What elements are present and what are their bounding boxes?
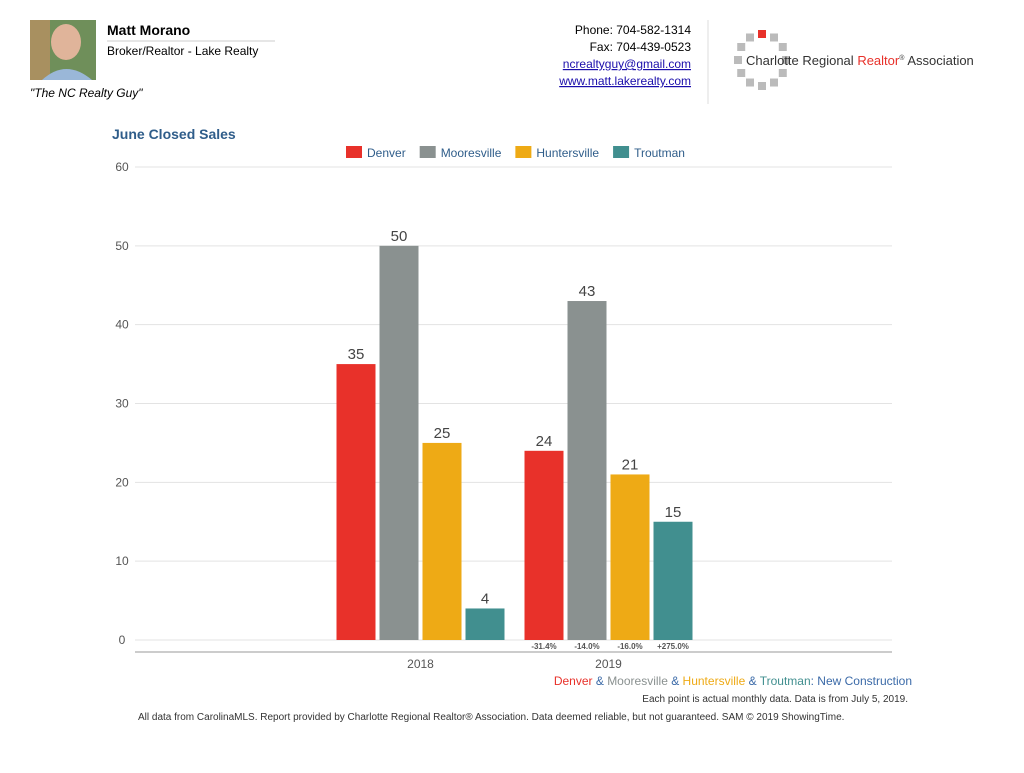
bar bbox=[653, 521, 693, 640]
caption-series: Mooresville bbox=[607, 674, 668, 688]
bar bbox=[567, 301, 607, 640]
caption: Denver & Mooresville & Huntersville & Tr… bbox=[554, 674, 912, 688]
logo-tile bbox=[758, 30, 766, 38]
data-label: 35 bbox=[348, 346, 365, 363]
legend-label: Mooresville bbox=[441, 146, 502, 160]
phone: Phone: 704-582-1314 bbox=[575, 23, 691, 37]
legend: Denver Mooresville Huntersville Troutman bbox=[346, 146, 685, 160]
note: Each point is actual monthly data. Data … bbox=[642, 694, 908, 705]
x-tick-label: 2018 bbox=[407, 657, 434, 671]
legend-swatch bbox=[613, 146, 630, 158]
association-mark: ® bbox=[899, 54, 905, 62]
fax: Fax: 704-439-0523 bbox=[590, 40, 692, 54]
email-link[interactable]: ncrealtyguy@gmail.com bbox=[563, 57, 691, 71]
tagline: "The NC Realty Guy" bbox=[30, 86, 143, 100]
x-tick-label: 2019 bbox=[595, 657, 622, 671]
legend-swatch bbox=[515, 146, 532, 158]
bar bbox=[422, 442, 462, 640]
bar bbox=[379, 245, 419, 641]
association-highlight: Realtor bbox=[857, 53, 900, 68]
data-label: 15 bbox=[665, 504, 682, 521]
change-label: +275.0% bbox=[657, 642, 689, 651]
legend-label: Troutman bbox=[634, 146, 685, 160]
plot: 0 10 20 30 40 50 60 2018 35 50 25 4 2019 24 -31.4% 43 -1… bbox=[115, 160, 892, 671]
y-tick-label: 0 bbox=[119, 633, 126, 647]
caption-series: Denver bbox=[554, 674, 593, 688]
website-link[interactable]: www.matt.lakerealty.com bbox=[558, 74, 691, 88]
association-logo bbox=[734, 30, 790, 90]
logo-tile bbox=[778, 69, 787, 77]
data-label: 24 bbox=[536, 433, 553, 450]
caption-suffix: : New Construction bbox=[811, 674, 912, 688]
y-tick-label: 30 bbox=[115, 397, 129, 411]
photo bbox=[30, 20, 96, 80]
source: All data from CarolinaMLS. Report provid… bbox=[138, 712, 844, 723]
legend-label: Denver bbox=[367, 146, 406, 160]
bar bbox=[336, 364, 376, 640]
logo-tile bbox=[737, 69, 746, 77]
legend-swatch bbox=[419, 146, 436, 158]
bar bbox=[524, 450, 564, 640]
association-start: Charlotte Regional bbox=[746, 53, 854, 68]
logo-tile bbox=[746, 33, 754, 42]
change-label: -16.0% bbox=[617, 642, 642, 651]
logo-tile bbox=[746, 78, 754, 87]
y-tick-label: 20 bbox=[115, 475, 129, 489]
logo-tile bbox=[778, 43, 787, 51]
logo-tile bbox=[758, 82, 766, 90]
y-tick-label: 10 bbox=[115, 554, 129, 568]
data-label: 21 bbox=[622, 456, 639, 473]
logo-tile bbox=[770, 78, 778, 87]
legend-label: Huntersville bbox=[536, 146, 599, 160]
association-end: Association bbox=[907, 53, 973, 68]
logo-tile bbox=[770, 33, 778, 42]
agent-role: Broker/Realtor - Lake Realty bbox=[107, 44, 258, 58]
logo-tile bbox=[782, 56, 790, 64]
y-tick-label: 50 bbox=[115, 239, 129, 253]
y-tick-label: 60 bbox=[115, 160, 129, 174]
logo-tile bbox=[734, 56, 742, 64]
y-tick-label: 40 bbox=[115, 318, 129, 332]
caption-series: Troutman bbox=[760, 674, 811, 688]
caption-separator: & bbox=[668, 674, 683, 688]
caption-separator: & bbox=[593, 674, 608, 688]
caption-series: Huntersville bbox=[683, 674, 746, 688]
data-label: 25 bbox=[434, 425, 451, 442]
logo-tile bbox=[737, 43, 746, 51]
chart-title: June Closed Sales bbox=[112, 126, 236, 142]
caption-separator: & bbox=[745, 674, 759, 688]
data-label: 50 bbox=[391, 228, 408, 245]
data-label: 4 bbox=[481, 590, 489, 607]
bar bbox=[465, 608, 505, 640]
bar bbox=[610, 474, 650, 640]
legend-swatch bbox=[346, 146, 362, 158]
agent-name: Matt Morano bbox=[107, 22, 190, 38]
association-name: Charlotte Regional Realtor® Association bbox=[746, 48, 974, 68]
change-label: -31.4% bbox=[531, 642, 556, 651]
change-label: -14.0% bbox=[574, 642, 599, 651]
data-label: 43 bbox=[579, 283, 596, 300]
